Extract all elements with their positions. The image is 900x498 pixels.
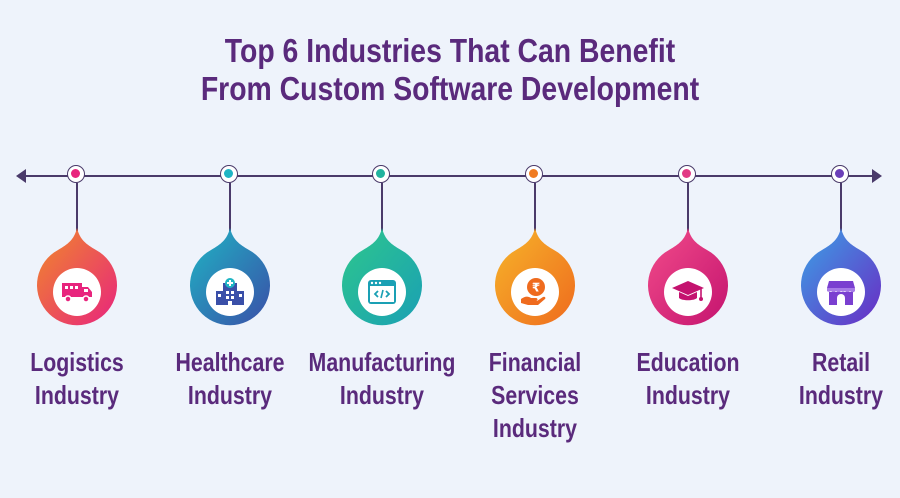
code-window-icon bbox=[358, 268, 406, 316]
page-title: Top 6 Industries That Can Benefit From C… bbox=[63, 32, 837, 108]
industry-badge bbox=[798, 228, 884, 330]
industry-label: Financial Services Industry bbox=[461, 346, 609, 445]
timeline-node bbox=[525, 165, 543, 183]
rupee-hand-icon: ₹ bbox=[511, 268, 559, 316]
industry-label-line: Logistics bbox=[30, 347, 124, 377]
industry-label-line: Industry bbox=[798, 380, 884, 410]
timeline-node-dot bbox=[224, 169, 233, 178]
svg-text:₹: ₹ bbox=[532, 281, 540, 295]
store-icon bbox=[817, 268, 865, 316]
industry-badge bbox=[34, 228, 120, 330]
timeline-node-dot bbox=[376, 169, 385, 178]
industry-label: Manufacturing Industry bbox=[308, 346, 456, 412]
industry-label-line: Education bbox=[636, 347, 740, 377]
title-line-1: Top 6 Industries That Can Benefit bbox=[224, 32, 676, 69]
timeline-node bbox=[220, 165, 238, 183]
timeline-node-dot bbox=[71, 169, 80, 178]
industry-label-line: Industry bbox=[645, 380, 731, 410]
connector-line bbox=[229, 183, 231, 231]
connector-line bbox=[76, 183, 78, 231]
hospital-icon bbox=[206, 268, 254, 316]
connector-line bbox=[840, 183, 842, 231]
industry-label-line: Services bbox=[491, 380, 579, 410]
industry-label-line: Industry bbox=[339, 380, 425, 410]
industry-label-line: Healthcare bbox=[175, 347, 285, 377]
timeline-node bbox=[678, 165, 696, 183]
connector-line bbox=[687, 183, 689, 231]
timeline-node-dot bbox=[529, 169, 538, 178]
industry-label: Education Industry bbox=[614, 346, 762, 412]
timeline-node-dot bbox=[835, 169, 844, 178]
industry-label-line: Financial bbox=[488, 347, 582, 377]
industry-label-line: Industry bbox=[187, 380, 273, 410]
timeline-node-dot bbox=[682, 169, 691, 178]
timeline-line bbox=[22, 175, 876, 177]
industry-label-line: Industry bbox=[34, 380, 120, 410]
industry-badge bbox=[187, 228, 273, 330]
timeline-arrow-right-icon bbox=[872, 169, 882, 183]
industry-label-line: Retail bbox=[811, 347, 871, 377]
timeline-node bbox=[831, 165, 849, 183]
industry-badge: ₹ bbox=[492, 228, 578, 330]
timeline-node bbox=[372, 165, 390, 183]
industry-label-line: Manufacturing bbox=[308, 347, 456, 377]
timeline bbox=[16, 169, 882, 183]
industry-label: Retail Industry bbox=[767, 346, 900, 412]
title-line-2: From Custom Software Development bbox=[200, 70, 700, 107]
truck-icon bbox=[53, 268, 101, 316]
timeline-node bbox=[67, 165, 85, 183]
graduation-cap-icon bbox=[664, 268, 712, 316]
connector-line bbox=[381, 183, 383, 231]
timeline-arrow-left-icon bbox=[16, 169, 26, 183]
industry-label: Healthcare Industry bbox=[156, 346, 304, 412]
connector-line bbox=[534, 183, 536, 231]
industry-label: Logistics Industry bbox=[3, 346, 151, 412]
industry-badge bbox=[339, 228, 425, 330]
industry-label-line: Industry bbox=[492, 413, 578, 443]
industry-badge bbox=[645, 228, 731, 330]
